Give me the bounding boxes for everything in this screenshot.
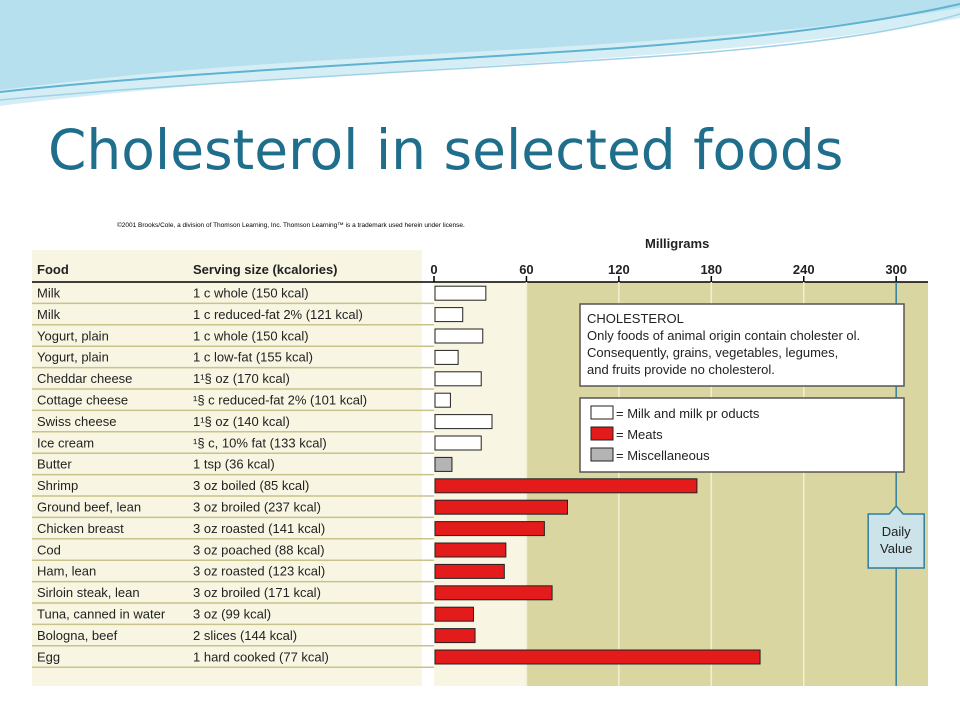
row-serving-label: 3 oz poached (88 kcal) [193, 542, 325, 557]
x-tick-label: 0 [430, 262, 437, 277]
row-serving-label: 3 oz (99 kcal) [193, 607, 271, 622]
row-serving-label: ¹§ c, 10% fat (133 kcal) [193, 435, 327, 450]
decorative-wave-banner [0, 0, 960, 106]
row-serving-label: 3 oz boiled (85 kcal) [193, 478, 309, 493]
row-serving-label: 3 oz broiled (171 kcal) [193, 585, 321, 600]
x-tick-label: 180 [700, 262, 722, 277]
daily-value-callout [867, 504, 925, 569]
legend-swatch-milk [590, 405, 614, 420]
row-serving-label: 2 slices (144 kcal) [193, 628, 297, 643]
row-food-label: Butter [37, 457, 72, 472]
row-food-label: Swiss cheese [37, 414, 116, 429]
row-serving-label: 1 c whole (150 kcal) [193, 286, 309, 301]
col-header-food: Food [37, 262, 69, 277]
row-food-label: Egg [37, 649, 60, 664]
bar-misc [434, 456, 453, 472]
row-serving-label: 3 oz roasted (141 kcal) [193, 521, 325, 536]
bar-milk [434, 307, 464, 323]
row-food-label: Cheddar cheese [37, 371, 132, 386]
x-tick-label: 120 [608, 262, 630, 277]
row-food-label: Yogurt, plain [37, 328, 109, 343]
legend-label-milk: = Milk and milk pr oducts [616, 406, 760, 421]
info-box-line: Only foods of animal origin contain chol… [587, 328, 860, 343]
row-serving-label: 1 c reduced-fat 2% (121 kcal) [193, 307, 363, 322]
row-food-label: Tuna, canned in water [37, 607, 166, 622]
row-food-label: Yogurt, plain [37, 350, 109, 365]
legend-frame [579, 397, 905, 473]
row-serving-label: 3 oz broiled (237 kcal) [193, 500, 321, 515]
x-tick-label: 300 [885, 262, 907, 277]
bar-meats [434, 499, 568, 515]
legend-swatch-misc [590, 447, 614, 462]
bar-meats [434, 542, 507, 558]
row-serving-label: ¹§ c reduced-fat 2% (101 kcal) [193, 393, 367, 408]
row-food-label: Ground beef, lean [37, 500, 141, 515]
bar-meats [434, 521, 545, 537]
row-serving-label: 1 hard cooked (77 kcal) [193, 649, 329, 664]
bar-meats [434, 649, 761, 665]
row-food-label: Shrimp [37, 478, 78, 493]
row-food-label: Chicken breast [37, 521, 124, 536]
row-food-label: Milk [37, 307, 61, 322]
bar-milk [434, 285, 487, 301]
info-box: CHOLESTEROL Only foods of animal origin … [579, 303, 905, 387]
left-table-background [32, 250, 422, 686]
row-serving-label: 3 oz roasted (123 kcal) [193, 564, 325, 579]
info-box-heading: CHOLESTEROL [587, 311, 684, 326]
row-food-label: Milk [37, 286, 61, 301]
row-food-label: Ice cream [37, 435, 94, 450]
page-title: Cholesterol in selected foods [48, 118, 844, 182]
legend-swatch-meats [590, 426, 614, 441]
row-serving-label: 1 c low-fat (155 kcal) [193, 350, 313, 365]
bar-meats [434, 478, 698, 494]
xaxis-title: Milligrams [645, 236, 709, 251]
row-serving-label: 1¹§ oz (140 kcal) [193, 414, 290, 429]
x-tick-label: 240 [793, 262, 815, 277]
copyright-notice: ©2001 Brooks/Cole, a division of Thomson… [117, 222, 465, 229]
row-food-label: Ham, lean [37, 564, 96, 579]
bar-milk [434, 414, 493, 430]
x-tick-label: 60 [519, 262, 533, 277]
info-box-frame [579, 303, 905, 387]
bar-meats [434, 606, 475, 622]
bar-meats [434, 585, 553, 601]
bar-milk [434, 349, 459, 365]
daily-value-label: Value [880, 541, 912, 556]
bar-meats [434, 628, 476, 644]
bar-milk [434, 371, 482, 387]
legend-label-meats: = Meats [616, 427, 663, 442]
daily-value-label: Daily [882, 524, 911, 539]
row-serving-label: 1 tsp (36 kcal) [193, 457, 275, 472]
row-serving-label: 1¹§ oz (170 kcal) [193, 371, 290, 386]
row-food-label: Bologna, beef [37, 628, 118, 643]
row-food-label: Cottage cheese [37, 393, 128, 408]
row-food-label: Sirloin steak, lean [37, 585, 140, 600]
col-header-serving: Serving size (kcalories) [193, 262, 338, 277]
bar-meats [434, 563, 505, 579]
bar-milk [434, 328, 484, 344]
cholesterol-bar-chart: Milligrams Food Serving size (kcalories)… [32, 236, 928, 686]
bar-milk [434, 392, 451, 408]
row-food-label: Cod [37, 542, 61, 557]
info-box-line: and fruits provide no cholesterol. [587, 362, 775, 377]
legend: = Milk and milk pr oducts = Meats = Misc… [579, 397, 905, 473]
bar-milk [434, 435, 482, 451]
legend-label-misc: = Miscellaneous [616, 448, 710, 463]
info-box-line: Consequently, grains, vegetables, legume… [587, 345, 838, 360]
row-serving-label: 1 c whole (150 kcal) [193, 328, 309, 343]
